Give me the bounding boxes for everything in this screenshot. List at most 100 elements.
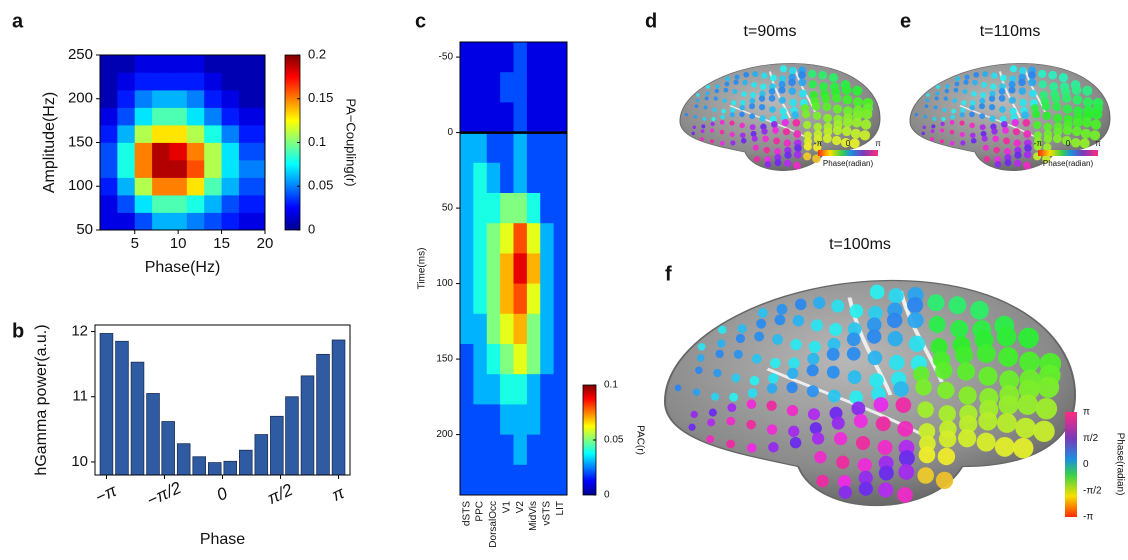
heatmap-cell bbox=[169, 125, 188, 143]
heatmap-cell bbox=[186, 177, 205, 196]
heatmap-cell bbox=[500, 283, 514, 315]
phase-dot bbox=[729, 392, 739, 402]
heatmap-cell bbox=[473, 162, 488, 194]
phase-dot bbox=[925, 98, 930, 103]
phase-dot bbox=[959, 112, 965, 118]
y-axis-label: Time(ms) bbox=[417, 248, 428, 290]
phase-dot bbox=[1058, 73, 1068, 83]
phase-dot bbox=[988, 103, 996, 111]
phase-dot bbox=[823, 127, 833, 137]
heatmap-cell bbox=[473, 193, 488, 224]
heatmap-cell bbox=[204, 55, 222, 73]
phase-dot bbox=[992, 135, 999, 143]
phase-dot bbox=[878, 465, 894, 481]
phase-dot bbox=[996, 326, 1017, 347]
phase-dot bbox=[1079, 138, 1090, 149]
phase-dot bbox=[722, 98, 728, 104]
phase-dot bbox=[1081, 117, 1092, 128]
phase-dot bbox=[769, 83, 776, 90]
phase-dot bbox=[1042, 111, 1052, 121]
phase-dot bbox=[981, 81, 988, 88]
y-tick-label: 150 bbox=[436, 354, 453, 365]
phase-dot bbox=[850, 128, 861, 139]
phase-dot bbox=[1033, 420, 1055, 442]
phase-dot bbox=[907, 312, 924, 329]
phase-dot bbox=[952, 98, 958, 104]
heatmap-cell bbox=[473, 283, 488, 315]
phase-dot bbox=[719, 129, 725, 135]
colorbar-label: PAC(r) bbox=[634, 425, 645, 455]
heatmap-cell bbox=[169, 195, 188, 213]
phase-dot bbox=[1062, 125, 1073, 136]
phase-dot bbox=[812, 111, 822, 121]
phase-dot bbox=[1000, 121, 1008, 128]
phase-dot bbox=[1038, 69, 1047, 79]
bar bbox=[192, 456, 206, 476]
brain-surface bbox=[663, 279, 1077, 507]
heatmap-cell bbox=[500, 344, 514, 375]
heatmap-cell bbox=[526, 42, 541, 73]
heatmap-cell bbox=[513, 313, 528, 345]
heatmap-cell bbox=[513, 162, 528, 194]
phase-dot bbox=[935, 84, 940, 89]
phase-dot bbox=[1049, 82, 1058, 91]
heatmap-cell bbox=[553, 283, 568, 315]
phase-dot bbox=[794, 298, 807, 311]
phase-dot bbox=[808, 340, 821, 353]
heatmap-cell bbox=[473, 132, 488, 164]
y-axis-label: hGamma power(a.u.) bbox=[33, 324, 50, 475]
phase-dot bbox=[999, 83, 1006, 90]
heatmap-cell bbox=[553, 374, 568, 405]
phase-dot bbox=[1018, 66, 1027, 75]
heatmap-cell bbox=[540, 42, 555, 73]
heatmap-cell bbox=[152, 212, 170, 231]
phase-dot bbox=[774, 154, 782, 161]
phase-dot bbox=[999, 370, 1020, 391]
phase-dot bbox=[747, 388, 758, 398]
phase-dot bbox=[949, 120, 955, 125]
heatmap-cell bbox=[486, 132, 501, 164]
heatmap-cell bbox=[540, 193, 555, 224]
heatmap-cell bbox=[513, 283, 528, 315]
phase-dot bbox=[1035, 397, 1058, 420]
heatmap-cell bbox=[486, 102, 501, 133]
phase-dot bbox=[935, 91, 940, 96]
phase-dot bbox=[1033, 131, 1042, 140]
panel-label: b bbox=[12, 320, 24, 342]
phase-dot bbox=[700, 137, 705, 142]
x-tick-label: 20 bbox=[257, 235, 274, 252]
phase-dot bbox=[1022, 118, 1031, 127]
phase-dot bbox=[857, 458, 872, 473]
heatmap-cell bbox=[460, 42, 474, 73]
colorbar bbox=[1065, 412, 1077, 517]
heatmap-cell bbox=[526, 193, 541, 224]
phase-dot bbox=[898, 450, 915, 467]
x-tick-label: −π/2 bbox=[144, 478, 185, 510]
heatmap-cell bbox=[134, 142, 153, 161]
phase-dot bbox=[760, 83, 767, 90]
heatmap-cell bbox=[553, 313, 568, 345]
phase-dot bbox=[737, 323, 747, 334]
phase-dot bbox=[751, 81, 758, 88]
phase-dot bbox=[772, 334, 783, 345]
phase-dot bbox=[763, 146, 770, 154]
phase-dot bbox=[989, 90, 996, 97]
phase-dot bbox=[843, 106, 853, 116]
heatmap-cell bbox=[117, 160, 136, 178]
heatmap-cell bbox=[473, 374, 488, 405]
heatmap-cell bbox=[134, 90, 153, 108]
colorbar-tick-label: 0.05 bbox=[604, 435, 624, 446]
heatmap-cell bbox=[460, 193, 474, 224]
heatmap-cell bbox=[500, 132, 514, 164]
phase-dot bbox=[726, 439, 736, 449]
heatmap-cell bbox=[500, 162, 514, 194]
phase-dot bbox=[709, 128, 715, 133]
heatmap-cell bbox=[553, 223, 568, 254]
colorbar-tick-label: 0 bbox=[604, 490, 610, 501]
heatmap-cell bbox=[513, 132, 528, 164]
phase-dot bbox=[1018, 78, 1026, 87]
heatmap-cell bbox=[460, 283, 474, 315]
phase-dot bbox=[921, 131, 925, 136]
phase-dot bbox=[982, 144, 989, 151]
